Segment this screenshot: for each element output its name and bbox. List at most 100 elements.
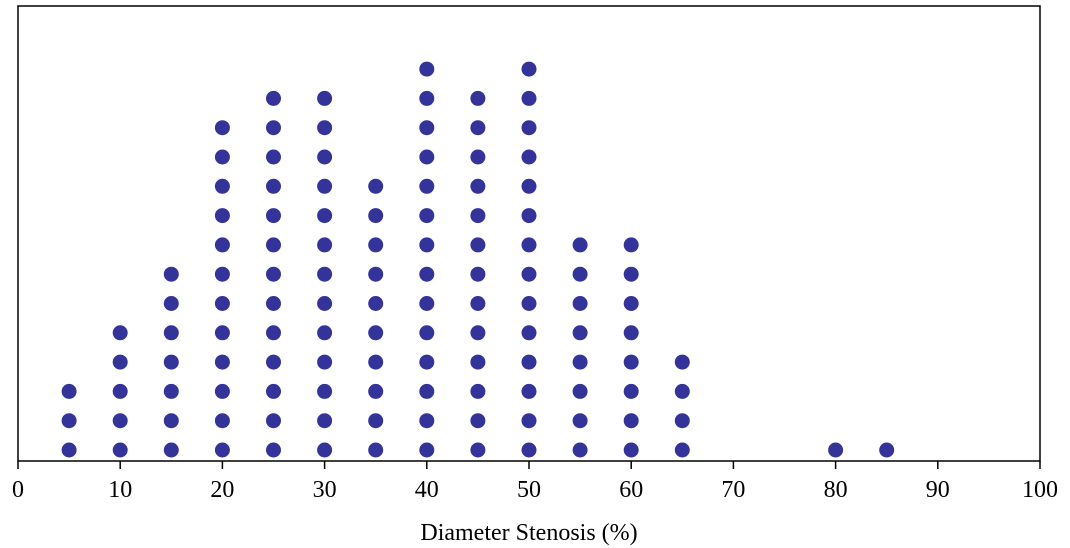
data-point xyxy=(419,442,435,458)
data-point xyxy=(317,354,333,370)
data-point xyxy=(317,90,333,106)
data-point xyxy=(163,325,179,341)
x-tick-label: 80 xyxy=(824,477,848,503)
data-point xyxy=(214,237,230,253)
data-point xyxy=(163,354,179,370)
data-point xyxy=(266,237,281,253)
data-point xyxy=(112,383,128,399)
data-point xyxy=(163,296,179,311)
data-point xyxy=(470,90,486,106)
x-axis-tick-labels: 0 10 20 30 40 50 60 70 80 90 100 xyxy=(12,477,1058,503)
data-point xyxy=(470,266,486,282)
data-point xyxy=(317,237,333,253)
data-point xyxy=(419,120,435,136)
data-point xyxy=(317,296,333,311)
data-point xyxy=(266,120,281,136)
data-point xyxy=(317,208,333,224)
data-point xyxy=(419,90,435,106)
data-point xyxy=(214,266,230,282)
data-point xyxy=(470,178,486,194)
data-point xyxy=(61,442,77,458)
data-point xyxy=(163,383,179,399)
data-point xyxy=(623,296,639,311)
data-point xyxy=(521,120,537,136)
data-point xyxy=(521,149,537,165)
data-point xyxy=(266,208,281,224)
data-point xyxy=(61,383,77,399)
data-point xyxy=(419,266,435,282)
data-point xyxy=(368,178,384,194)
data-point xyxy=(879,442,895,458)
data-point xyxy=(368,266,384,282)
data-point xyxy=(163,442,179,458)
data-point xyxy=(419,354,435,370)
data-point xyxy=(266,413,281,429)
data-point xyxy=(214,354,230,370)
data-point xyxy=(623,383,639,399)
data-point xyxy=(674,442,690,458)
data-point xyxy=(419,149,435,165)
data-point xyxy=(572,237,588,253)
data-point xyxy=(266,383,281,399)
data-point xyxy=(572,442,588,458)
data-point xyxy=(419,413,435,429)
data-point xyxy=(470,325,486,341)
x-tick-label: 60 xyxy=(619,477,643,503)
x-tick-label: 20 xyxy=(210,477,234,503)
data-point xyxy=(266,442,281,458)
data-point xyxy=(572,325,588,341)
data-point xyxy=(112,325,128,341)
data-point xyxy=(214,296,230,311)
data-point xyxy=(368,296,384,311)
data-point xyxy=(266,266,281,282)
data-point xyxy=(470,383,486,399)
data-point xyxy=(828,442,844,458)
data-point xyxy=(61,413,77,429)
data-point xyxy=(317,178,333,194)
data-point xyxy=(317,325,333,341)
x-tick-label: 70 xyxy=(721,477,745,503)
data-point xyxy=(419,61,435,77)
data-point xyxy=(623,325,639,341)
data-point xyxy=(623,442,639,458)
x-tick-label: 40 xyxy=(415,477,439,503)
data-point xyxy=(521,296,537,311)
data-point xyxy=(317,413,333,429)
data-point xyxy=(572,296,588,311)
data-point xyxy=(214,413,230,429)
data-point xyxy=(317,442,333,458)
data-point xyxy=(214,325,230,341)
data-point xyxy=(419,237,435,253)
data-point xyxy=(368,208,384,224)
data-point xyxy=(266,325,281,341)
data-point xyxy=(317,120,333,136)
data-point xyxy=(214,442,230,458)
data-point xyxy=(368,325,384,341)
data-point xyxy=(674,383,690,399)
data-point xyxy=(521,354,537,370)
data-point xyxy=(572,354,588,370)
data-point xyxy=(521,383,537,399)
data-point xyxy=(214,383,230,399)
data-point xyxy=(470,354,486,370)
data-point xyxy=(674,354,690,370)
data-point xyxy=(470,413,486,429)
data-point xyxy=(623,413,639,429)
data-point xyxy=(266,178,281,194)
data-point xyxy=(521,413,537,429)
x-tick-label: 50 xyxy=(517,477,541,503)
data-point xyxy=(368,383,384,399)
x-tick-label: 0 xyxy=(12,477,24,503)
x-axis-title: Diameter Stenosis (%) xyxy=(420,520,637,546)
data-point xyxy=(419,178,435,194)
data-point xyxy=(521,178,537,194)
x-tick-label: 30 xyxy=(313,477,337,503)
data-point xyxy=(266,90,281,106)
data-point xyxy=(112,413,128,429)
data-point xyxy=(214,178,230,194)
data-point xyxy=(368,442,384,458)
data-point xyxy=(317,266,333,282)
data-point xyxy=(419,383,435,399)
